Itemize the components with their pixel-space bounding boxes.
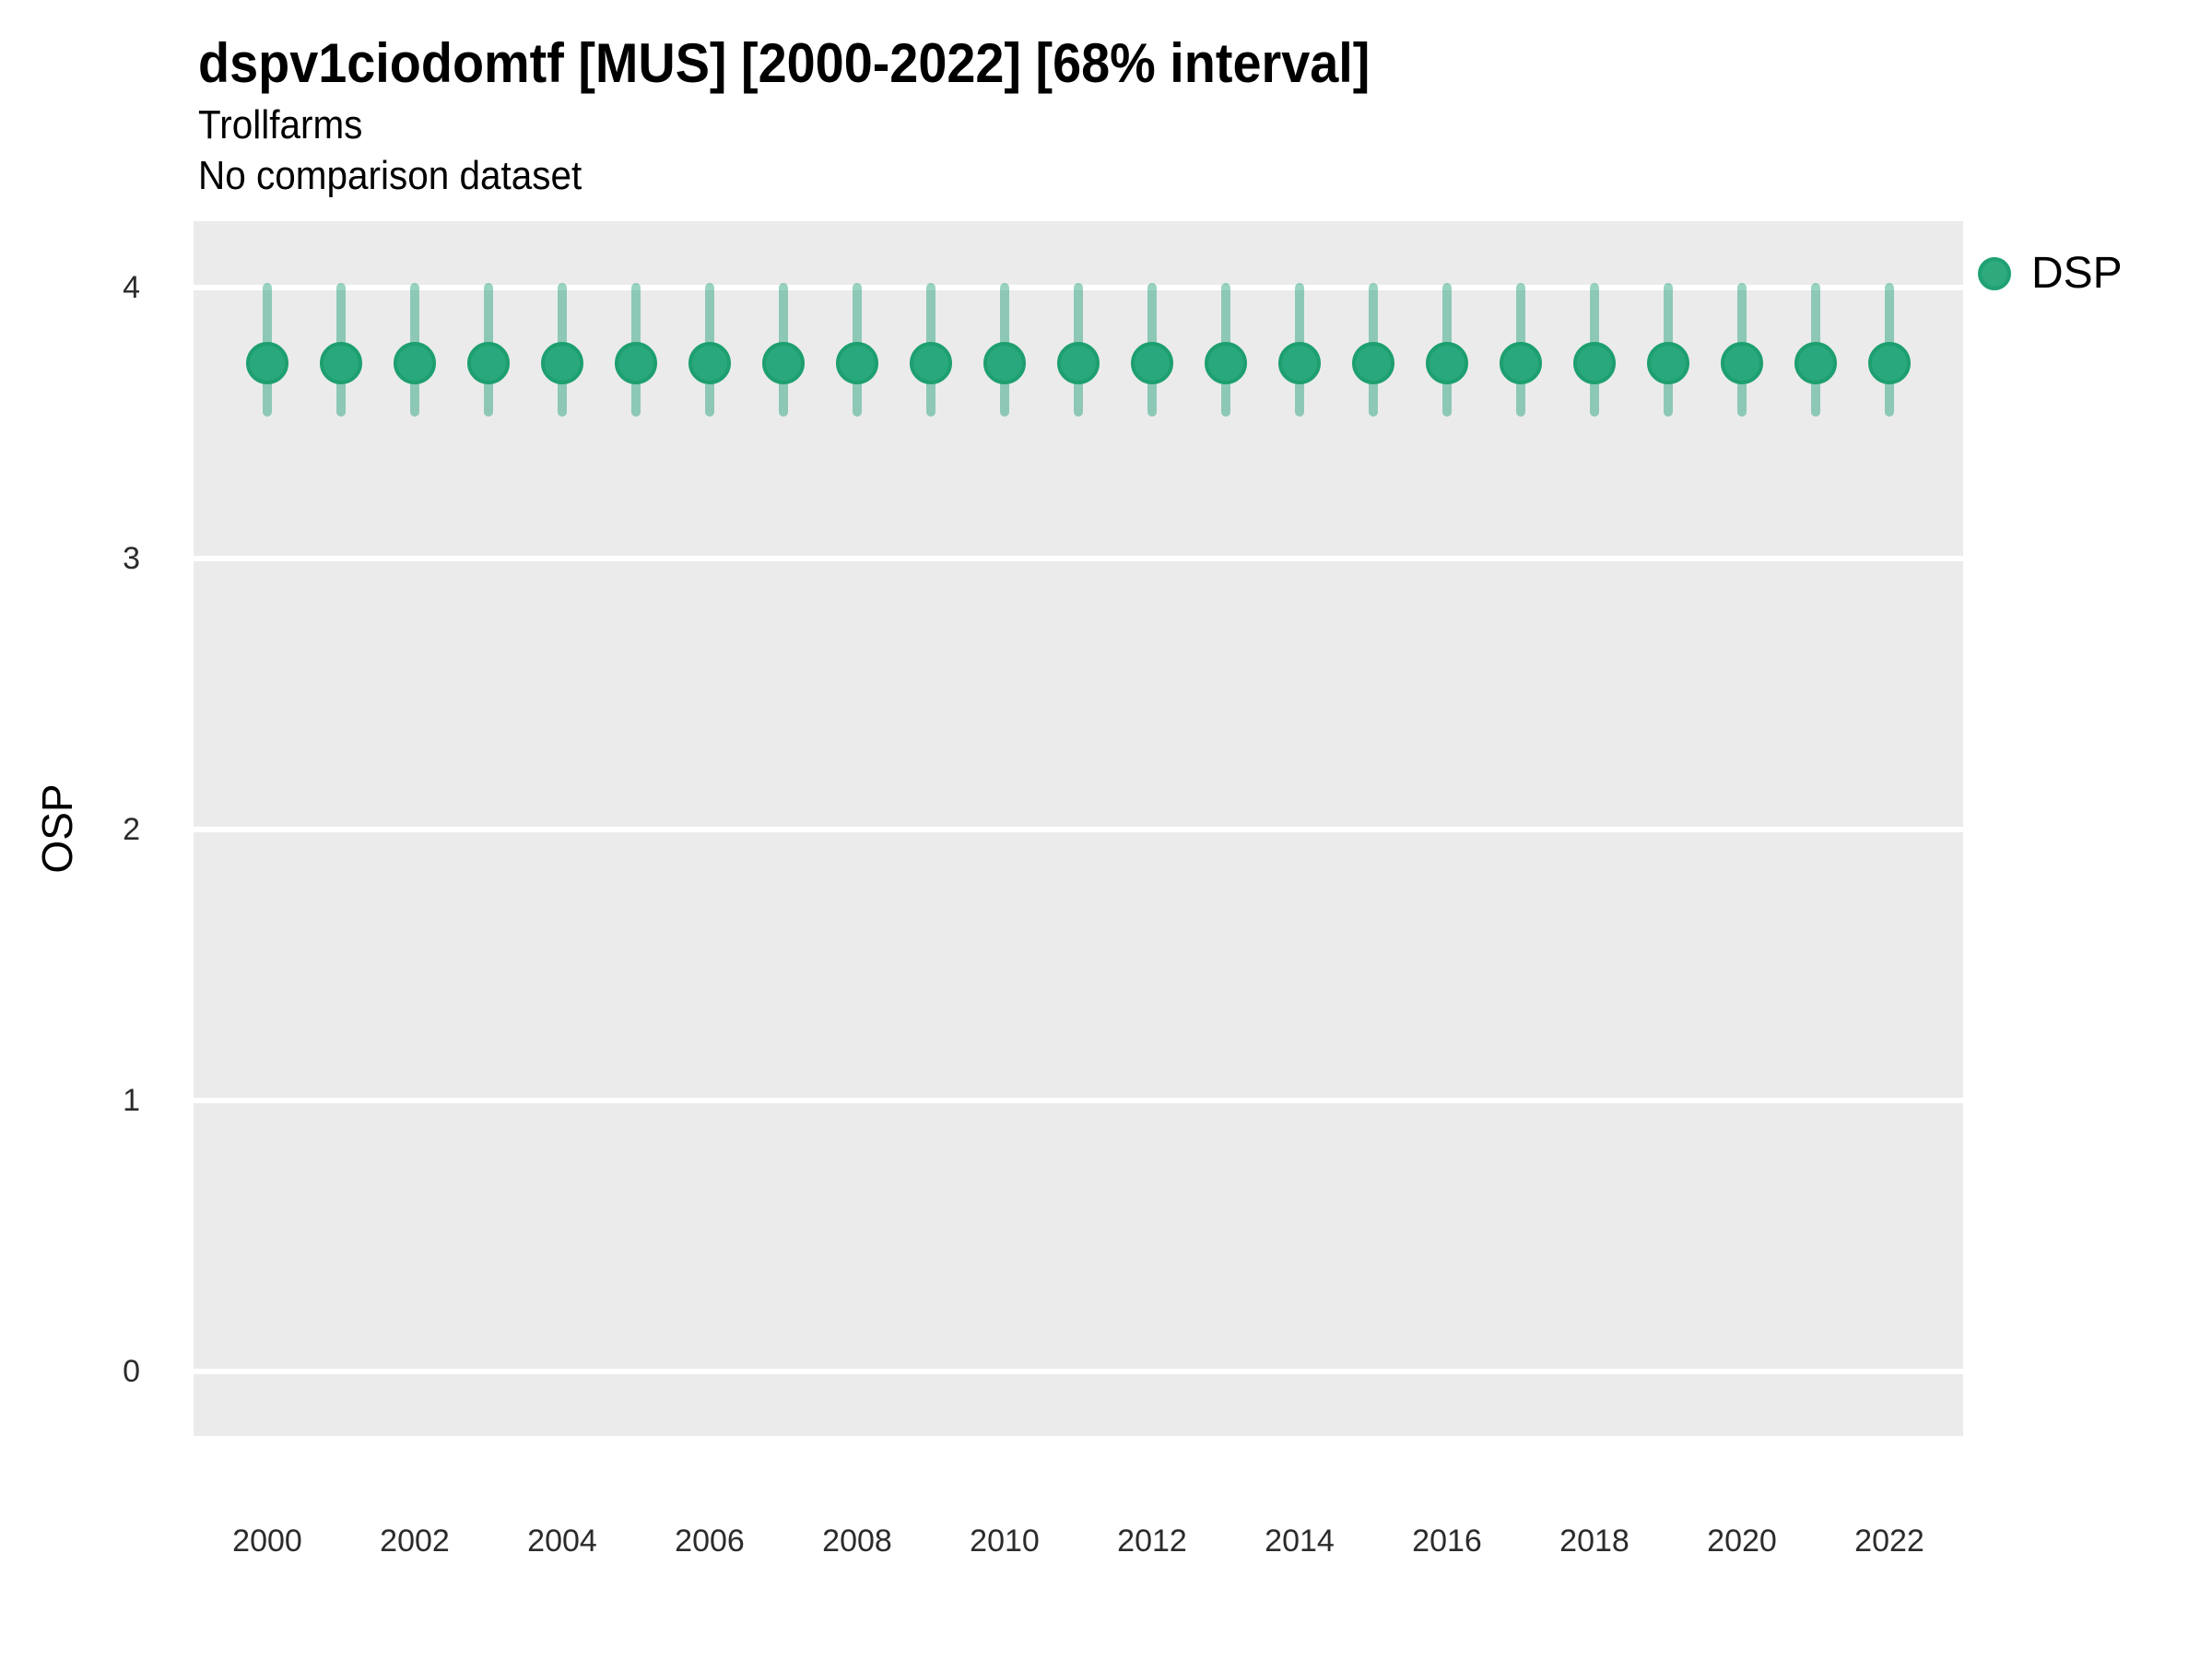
gridline-y-4 xyxy=(194,285,1963,290)
x-tick-label-2012: 2012 xyxy=(1117,1524,1187,1559)
x-tick-label-2020: 2020 xyxy=(1707,1524,1777,1559)
data-point-2017 xyxy=(1500,342,1542,385)
gridline-y-0 xyxy=(194,1369,1963,1374)
data-point-2012 xyxy=(1131,342,1173,385)
chart-subtitle: Trollfarms xyxy=(198,102,363,147)
data-point-2018 xyxy=(1573,342,1616,385)
x-tick-label-2016: 2016 xyxy=(1412,1524,1482,1559)
x-tick-label-2004: 2004 xyxy=(527,1524,597,1559)
x-tick-label-2006: 2006 xyxy=(675,1524,745,1559)
data-point-2011 xyxy=(1057,342,1100,385)
x-tick-label-2010: 2010 xyxy=(970,1524,1040,1559)
chart-note: No comparison dataset xyxy=(198,153,582,198)
y-axis-title: OSP xyxy=(33,783,81,874)
data-point-2020 xyxy=(1721,342,1763,385)
data-point-2022 xyxy=(1868,342,1911,385)
y-tick-label-2: 2 xyxy=(123,812,140,847)
data-point-2006 xyxy=(688,342,731,385)
chart-title: dspv1ciodomtf [MUS] [2000-2022] [68% int… xyxy=(198,32,1371,94)
legend-marker-icon xyxy=(1978,257,2011,290)
y-tick-label-1: 1 xyxy=(123,1083,140,1118)
y-tick-label-3: 3 xyxy=(123,541,140,576)
data-point-2014 xyxy=(1278,342,1321,385)
data-point-2016 xyxy=(1426,342,1468,385)
data-point-2010 xyxy=(983,342,1026,385)
data-point-2008 xyxy=(836,342,878,385)
data-point-2013 xyxy=(1205,342,1247,385)
data-point-2004 xyxy=(541,342,583,385)
data-point-2019 xyxy=(1647,342,1689,385)
data-point-2001 xyxy=(320,342,362,385)
legend: DSP xyxy=(1978,249,2123,299)
y-tick-label-4: 4 xyxy=(123,270,140,305)
plot-panel xyxy=(194,221,1963,1436)
data-point-2003 xyxy=(467,342,510,385)
data-point-2015 xyxy=(1352,342,1394,385)
x-tick-label-2002: 2002 xyxy=(380,1524,450,1559)
data-point-2021 xyxy=(1794,342,1837,385)
x-tick-label-2014: 2014 xyxy=(1265,1524,1335,1559)
data-point-2009 xyxy=(910,342,952,385)
x-tick-label-2000: 2000 xyxy=(232,1524,302,1559)
data-point-2005 xyxy=(615,342,657,385)
x-tick-label-2022: 2022 xyxy=(1854,1524,1924,1559)
gridline-y-2 xyxy=(194,827,1963,832)
legend-label: DSP xyxy=(2031,249,2123,298)
x-tick-label-2008: 2008 xyxy=(822,1524,892,1559)
gridline-y-1 xyxy=(194,1098,1963,1103)
data-point-2007 xyxy=(762,342,805,385)
y-tick-label-0: 0 xyxy=(123,1354,140,1389)
x-tick-label-2018: 2018 xyxy=(1559,1524,1630,1559)
data-point-2000 xyxy=(246,342,288,385)
data-point-2002 xyxy=(394,342,436,385)
gridline-y-3 xyxy=(194,556,1963,561)
